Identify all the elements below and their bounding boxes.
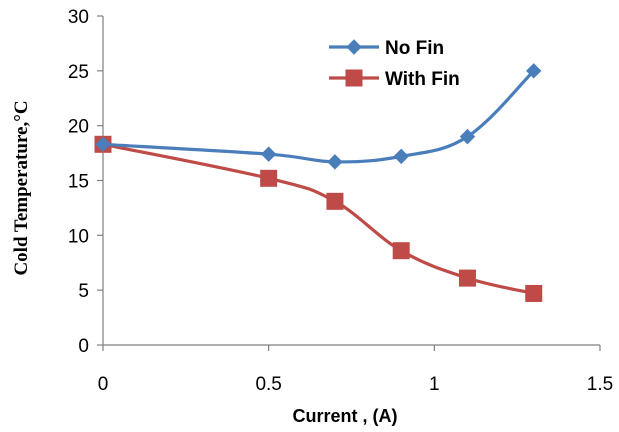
y-axis-label: Cold Temperature,°C: [11, 100, 32, 275]
y-tick-label: 10: [68, 226, 89, 247]
data-point-no-fin: [327, 154, 343, 170]
x-tick-label: 0: [98, 374, 109, 395]
x-axis-label: Current , (A): [293, 406, 398, 426]
legend-marker-with-fin: [345, 69, 363, 87]
data-point-with-fin: [525, 284, 543, 302]
y-tick-label: 5: [78, 281, 89, 302]
series-with-fin: [94, 135, 543, 302]
x-tick-label: 0.5: [255, 374, 281, 395]
data-point-with-fin: [326, 192, 344, 210]
series-no-fin: [95, 63, 542, 170]
data-point-no-fin: [95, 136, 111, 153]
data-point-with-fin: [458, 269, 476, 287]
y-tick-label: 20: [68, 117, 89, 138]
legend-label-no-fin: No Fin: [385, 38, 444, 59]
data-point-with-fin: [260, 169, 278, 187]
data-point-no-fin: [393, 148, 409, 165]
y-tick-label: 30: [68, 7, 89, 28]
data-point-no-fin: [526, 63, 542, 79]
series-line-no-fin: [102, 69, 535, 164]
y-tick-label: 0: [78, 336, 89, 357]
series-layer: [94, 63, 543, 302]
x-tick-label: 1.5: [587, 374, 613, 395]
x-axis-ticks: 0 0.5 1 1.5: [98, 345, 613, 395]
data-point-no-fin: [459, 128, 476, 145]
legend-marker-no-fin: [346, 39, 362, 55]
legend: No Fin With Fin: [329, 38, 460, 90]
y-tick-label: 25: [68, 62, 89, 83]
y-tick-label: 15: [68, 172, 89, 193]
data-point-with-fin: [392, 242, 410, 260]
legend-label-with-fin: With Fin: [385, 69, 460, 90]
y-axis-ticks: 0 5 10 15 20 25 30: [68, 7, 103, 357]
x-tick-label: 1: [429, 374, 440, 395]
data-point-no-fin: [260, 146, 277, 162]
